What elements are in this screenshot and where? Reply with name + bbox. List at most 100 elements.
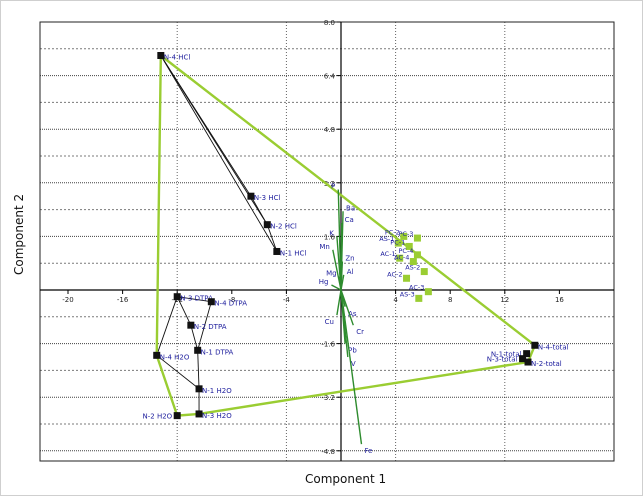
loading-label: Pb: [348, 347, 357, 355]
pca-point-label: AC-2: [387, 270, 402, 278]
loading-label: Ba: [346, 204, 355, 212]
sample-point: [187, 321, 195, 329]
sample-label: N-3 H2O: [202, 412, 232, 420]
sample-point: [523, 350, 531, 358]
sample-point: [531, 341, 539, 349]
x-tick-label: 16: [555, 296, 564, 304]
sample-label: N-1 H2O: [202, 387, 232, 395]
pca-point-label: AS-3: [400, 290, 415, 298]
sample-connector-line: [266, 224, 278, 252]
sample-connector-line: [190, 325, 199, 351]
loading-label: Al: [347, 268, 354, 276]
sample-point: [194, 346, 202, 354]
sample-connector-line: [156, 354, 200, 390]
pca-point: [405, 242, 413, 250]
pca-point-label: AC-3: [409, 284, 424, 292]
pca-point-label: PC-1: [390, 238, 405, 246]
loading-vector-cu: [336, 289, 342, 316]
y-tick-label: 8.0: [324, 19, 335, 27]
pca-point: [394, 239, 402, 247]
sample-connector-line: [197, 350, 200, 389]
x-tick-label: -8: [228, 296, 235, 304]
loading-label: Cr: [356, 328, 364, 336]
loading-label: Mn: [319, 243, 329, 251]
y-axis-label: Component 2: [12, 193, 26, 275]
pca-point-label: PC-4: [398, 247, 413, 255]
x-tick-label: -16: [117, 296, 129, 304]
pca-point: [415, 294, 423, 302]
pca-point-label: PC-2: [385, 228, 400, 236]
sample-label: N-2-total: [531, 360, 562, 368]
loading-label: Zn: [345, 255, 354, 263]
sample-connector-line: [176, 296, 192, 326]
sample-label: N-4-total: [538, 343, 569, 351]
pca-point-label: PC-3: [398, 230, 413, 238]
sample-label: N-2 HCl: [270, 223, 297, 231]
pca-point: [403, 274, 411, 282]
loading-label: Mg: [326, 270, 336, 278]
sample-connector-line: [250, 195, 268, 225]
pca-point-label: AC-1: [380, 250, 395, 258]
pca-point: [413, 234, 421, 242]
sample-label: N-3 HCl: [254, 194, 281, 202]
sample-point: [153, 351, 161, 359]
sample-label: N-4 H2O: [160, 353, 190, 361]
pca-point: [420, 268, 428, 276]
loading-label: Hg: [319, 278, 329, 286]
loading-vector-hg: [331, 284, 342, 291]
pca-point: [413, 251, 421, 259]
sample-point: [273, 247, 281, 255]
loading-label: P: [331, 183, 335, 191]
loading-label: Fe: [364, 447, 372, 455]
sample-connector-line: [160, 55, 278, 252]
y-tick-label: 3.2: [324, 180, 335, 188]
x-tick-label: 4: [393, 296, 398, 304]
sample-point: [195, 410, 203, 418]
loading-label: K: [329, 229, 334, 237]
sample-point: [173, 412, 181, 420]
y-tick-label: 6.4: [324, 73, 336, 81]
pca-point-label: AC-4: [394, 254, 409, 262]
sample-point: [524, 358, 532, 366]
loading-label: Ca: [345, 216, 354, 224]
sample-label: N-3 DTPA: [180, 295, 213, 303]
loading-vector-mg: [338, 276, 342, 291]
y-tick-label: 1.6: [324, 233, 336, 241]
loading-label: Cu: [325, 318, 334, 326]
loading-label: V: [351, 360, 356, 368]
pca-point: [409, 258, 417, 266]
y-tick-label: -4.8: [321, 448, 335, 456]
pca-point: [400, 232, 408, 240]
sample-connector-line: [156, 296, 178, 356]
y-tick-label: -3.2: [321, 394, 335, 402]
sample-point: [263, 221, 271, 229]
loading-vector-fe: [340, 289, 363, 445]
sample-connector-line: [177, 296, 212, 303]
y-tick-label: -1.6: [321, 341, 335, 349]
sample-point: [173, 293, 181, 301]
x-axis-label: Component 1: [305, 472, 387, 486]
loading-vector-al: [340, 274, 345, 291]
sample-label: N-4 DTPA: [214, 300, 247, 308]
pca-point: [396, 254, 404, 262]
convex-hull: [155, 54, 537, 417]
sample-connector-line: [197, 301, 212, 351]
x-tick-label: -4: [283, 296, 291, 304]
loading-vector-cr: [340, 289, 354, 326]
sample-point: [207, 298, 215, 306]
sample-point: [247, 192, 255, 200]
y-tick-label: 4.8: [324, 126, 335, 134]
pca-point: [424, 288, 432, 296]
sample-point: [519, 355, 527, 363]
x-tick-label: -20: [62, 296, 73, 304]
sample-label: N-2 H2O: [143, 413, 173, 421]
x-tick-label: 12: [500, 296, 509, 304]
sample-label: N-1-total: [491, 351, 522, 359]
sample-label: N-1 DTPA: [201, 348, 234, 356]
sample-label: N-4 HCl: [164, 54, 191, 62]
pca-point-label: AS-1: [379, 235, 394, 243]
sample-label: N-1 HCl: [280, 249, 307, 257]
loading-label: As: [348, 310, 357, 318]
